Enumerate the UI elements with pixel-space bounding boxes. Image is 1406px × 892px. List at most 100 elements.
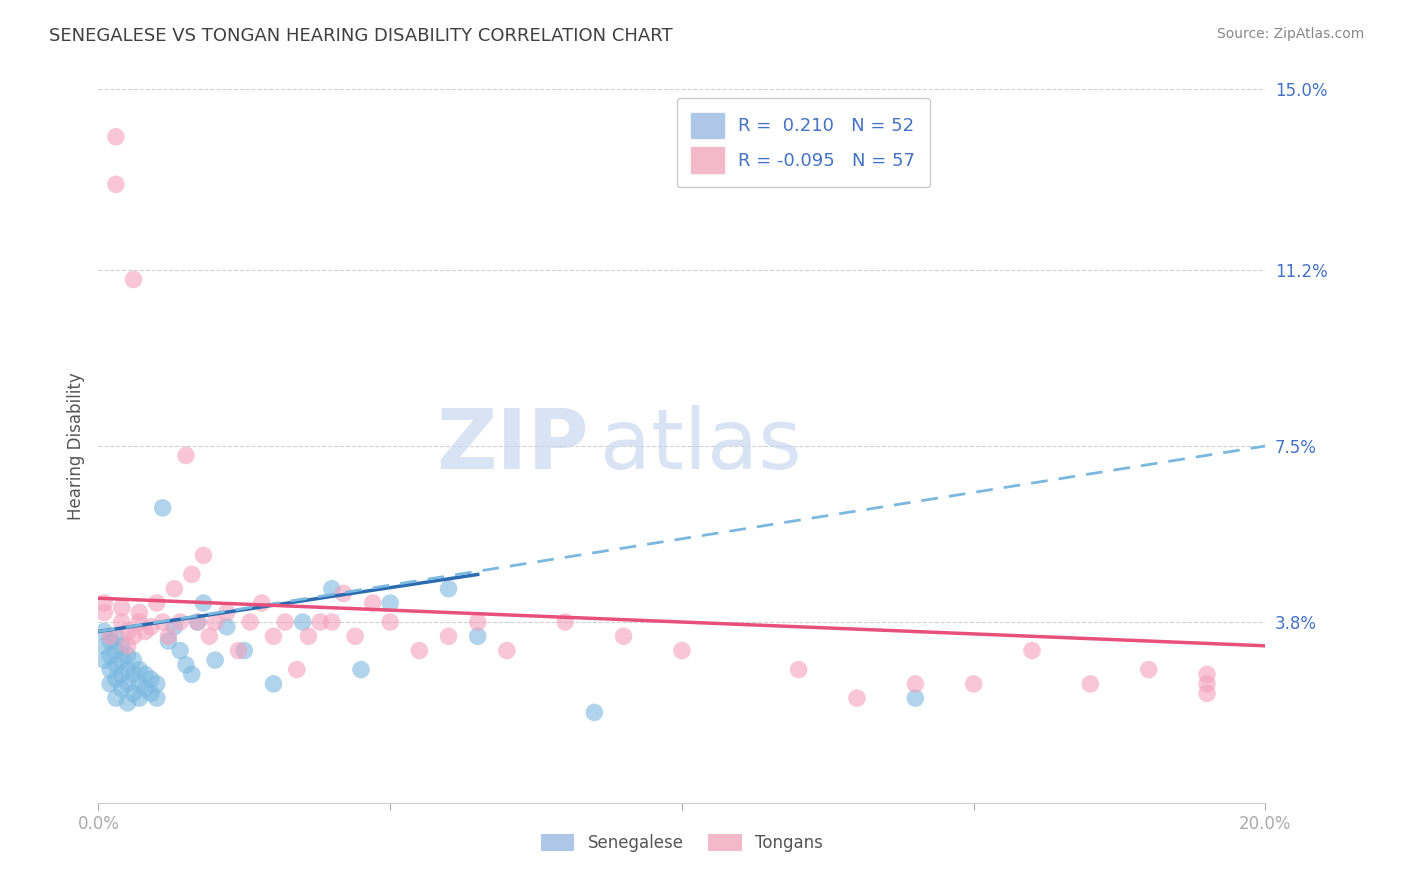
Point	[98, 648, 121, 663]
Point	[787, 663, 810, 677]
Point	[117, 696, 139, 710]
Point	[1195, 686, 1218, 700]
Point	[93, 653, 115, 667]
Point	[93, 624, 115, 639]
Point	[117, 677, 139, 691]
Point	[174, 449, 197, 463]
Point	[122, 272, 145, 286]
Point	[180, 667, 202, 681]
Point	[98, 677, 121, 691]
Point	[157, 634, 180, 648]
Point	[93, 596, 115, 610]
Point	[117, 624, 139, 639]
Point	[104, 657, 127, 672]
Point	[904, 677, 927, 691]
Point	[361, 596, 384, 610]
Point	[1080, 677, 1102, 691]
Point	[122, 653, 145, 667]
Legend: Senegalese, Tongans: Senegalese, Tongans	[534, 827, 830, 859]
Point	[163, 620, 186, 634]
Point	[274, 615, 297, 629]
Point	[408, 643, 430, 657]
Point	[117, 639, 139, 653]
Point	[350, 663, 373, 677]
Point	[157, 629, 180, 643]
Point	[104, 672, 127, 686]
Text: SENEGALESE VS TONGAN HEARING DISABILITY CORRELATION CHART: SENEGALESE VS TONGAN HEARING DISABILITY …	[49, 27, 673, 45]
Point	[93, 639, 115, 653]
Point	[332, 586, 354, 600]
Point	[111, 667, 134, 681]
Point	[228, 643, 250, 657]
Point	[344, 629, 367, 643]
Point	[122, 629, 145, 643]
Point	[139, 686, 162, 700]
Point	[128, 691, 150, 706]
Point	[239, 615, 262, 629]
Point	[467, 615, 489, 629]
Point	[152, 615, 174, 629]
Y-axis label: Hearing Disability: Hearing Disability	[66, 372, 84, 520]
Point	[554, 615, 576, 629]
Point	[671, 643, 693, 657]
Point	[152, 500, 174, 515]
Point	[111, 681, 134, 696]
Point	[612, 629, 634, 643]
Point	[98, 663, 121, 677]
Point	[1137, 663, 1160, 677]
Point	[496, 643, 519, 657]
Point	[262, 677, 284, 691]
Point	[215, 606, 238, 620]
Point	[215, 620, 238, 634]
Point	[98, 629, 121, 643]
Point	[134, 624, 156, 639]
Point	[169, 643, 191, 657]
Point	[117, 648, 139, 663]
Point	[128, 606, 150, 620]
Point	[380, 615, 402, 629]
Point	[262, 629, 284, 643]
Point	[122, 667, 145, 681]
Point	[104, 691, 127, 706]
Point	[104, 178, 127, 192]
Point	[163, 582, 186, 596]
Point	[904, 691, 927, 706]
Point	[93, 606, 115, 620]
Point	[180, 567, 202, 582]
Point	[321, 582, 343, 596]
Text: Source: ZipAtlas.com: Source: ZipAtlas.com	[1216, 27, 1364, 41]
Point	[139, 620, 162, 634]
Point	[146, 691, 169, 706]
Point	[139, 672, 162, 686]
Point	[1195, 667, 1218, 681]
Point	[134, 667, 156, 681]
Point	[169, 615, 191, 629]
Point	[128, 663, 150, 677]
Point	[204, 615, 226, 629]
Point	[467, 629, 489, 643]
Point	[174, 657, 197, 672]
Point	[187, 615, 209, 629]
Point	[846, 691, 869, 706]
Point	[104, 629, 127, 643]
Point	[233, 643, 256, 657]
Point	[104, 643, 127, 657]
Point	[128, 615, 150, 629]
Point	[583, 706, 606, 720]
Point	[146, 596, 169, 610]
Point	[198, 629, 221, 643]
Point	[309, 615, 332, 629]
Point	[1021, 643, 1043, 657]
Point	[321, 615, 343, 629]
Point	[111, 600, 134, 615]
Text: ZIP: ZIP	[436, 406, 589, 486]
Point	[128, 677, 150, 691]
Point	[122, 686, 145, 700]
Point	[111, 653, 134, 667]
Point	[98, 634, 121, 648]
Point	[285, 663, 308, 677]
Point	[250, 596, 273, 610]
Point	[437, 629, 460, 643]
Point	[117, 663, 139, 677]
Point	[111, 615, 134, 629]
